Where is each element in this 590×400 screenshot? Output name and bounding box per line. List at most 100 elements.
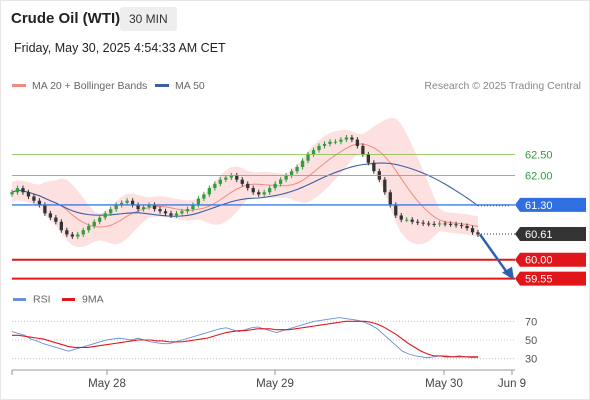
ma20-line (11, 143, 479, 228)
candle-body (289, 171, 294, 176)
x-tick-label: May 30 (425, 378, 463, 390)
candle-body (48, 213, 53, 218)
support-label: 60.00 (525, 255, 553, 267)
candle-body (399, 215, 403, 220)
candle-body (246, 183, 250, 189)
price-legend: MA 20 + Bollinger Bands MA 50 Research ©… (0, 80, 590, 94)
legend-ma50: MA 50 (155, 80, 205, 92)
candle-body (339, 139, 343, 142)
candle-body (136, 204, 140, 210)
candle-body (120, 202, 124, 205)
candle-body (350, 137, 354, 140)
candle-body (163, 211, 168, 214)
candle-body (114, 204, 118, 210)
x-tick-label: May 29 (256, 378, 294, 390)
legend-ma50-label: MA 50 (175, 80, 205, 92)
timeframe-button[interactable]: 30 MIN (120, 7, 177, 31)
resistance-label: 62.00 (525, 170, 553, 182)
candle-body (410, 219, 414, 222)
candle-body (185, 209, 190, 212)
candle-body (344, 137, 349, 140)
candle-body (262, 192, 266, 195)
candle-body (191, 204, 195, 210)
candle-body (54, 217, 58, 222)
rsi-ma-legend-label: 9MA (82, 294, 104, 306)
candle-body (416, 221, 420, 223)
candle-body (317, 145, 321, 151)
support-tag (515, 252, 586, 267)
candle-body (361, 145, 365, 155)
candle-body (21, 188, 25, 193)
rsi-legend-label: RSI (33, 294, 51, 306)
candle-body (300, 160, 305, 167)
candle-body (268, 188, 272, 193)
x-tick-label: May 28 (88, 378, 126, 390)
candle-body (32, 196, 36, 201)
candle-body (196, 198, 201, 205)
candle-body (26, 192, 31, 197)
candle-body (37, 200, 42, 205)
candle-body (125, 200, 129, 203)
candle-body (311, 150, 316, 155)
candle-body (180, 211, 184, 214)
ma50-line (11, 162, 479, 217)
candle-body (152, 204, 157, 210)
rsi-line (11, 317, 478, 359)
candle-body (333, 141, 338, 143)
candle-body (213, 183, 217, 189)
candle-body (278, 179, 283, 184)
rsi-tick-label: 70 (525, 316, 537, 328)
candle-body (273, 183, 277, 189)
candle-body (372, 162, 376, 172)
candle-body (328, 141, 332, 144)
rsi-ma-line (12, 320, 478, 358)
candle-body (147, 204, 151, 208)
support-label: 59.55 (525, 274, 553, 286)
candle-body (459, 225, 464, 227)
candle-body (405, 219, 409, 221)
forecast-arrowhead (502, 266, 514, 280)
candle-body (87, 226, 91, 231)
candle-body (476, 232, 480, 235)
candle-body (10, 192, 14, 195)
candle-body (448, 223, 453, 225)
candle-body (158, 209, 162, 212)
pivot-tag (515, 197, 586, 212)
bollinger-band (12, 117, 478, 248)
candle-body (103, 213, 107, 218)
candle-body (59, 221, 63, 231)
last-price-tag (515, 227, 586, 242)
support-tag (515, 271, 586, 286)
forecast-arrow-shaft (478, 233, 512, 278)
candle-body (15, 188, 20, 193)
candle-body (130, 200, 135, 205)
bollinger-swatch (12, 83, 26, 87)
rsi-legend: RSI 9MA (13, 294, 104, 306)
rsi-panel: 70 50 30 (11, 316, 537, 366)
credit-text: Research © 2025 Trading Central (424, 80, 581, 92)
resistance-label: 62.50 (525, 149, 553, 161)
candle-body (470, 228, 475, 233)
rsi-swatch (13, 298, 26, 301)
candle-body (224, 177, 228, 180)
candle-body (65, 230, 69, 235)
candle-body (421, 222, 425, 224)
candle-body (169, 213, 173, 216)
candle-body (394, 204, 398, 216)
pivot-label: 61.30 (525, 200, 553, 212)
candle-body (235, 175, 239, 180)
candle-body (229, 175, 233, 178)
candle-body (388, 192, 392, 205)
candle-body (109, 209, 113, 214)
rsi-tick-label: 50 (525, 335, 537, 347)
price-levels: 62.50 62.00 61.30 60.61 60.00 59.55 (12, 149, 586, 286)
candle-body (443, 223, 447, 225)
candle-body (432, 223, 436, 225)
candle-body (174, 213, 179, 216)
candle-body (202, 194, 206, 199)
ma50-swatch (155, 83, 169, 87)
candle-body (257, 192, 261, 195)
x-tick-label: Jun 9 (498, 378, 526, 390)
candle-body (427, 223, 431, 225)
